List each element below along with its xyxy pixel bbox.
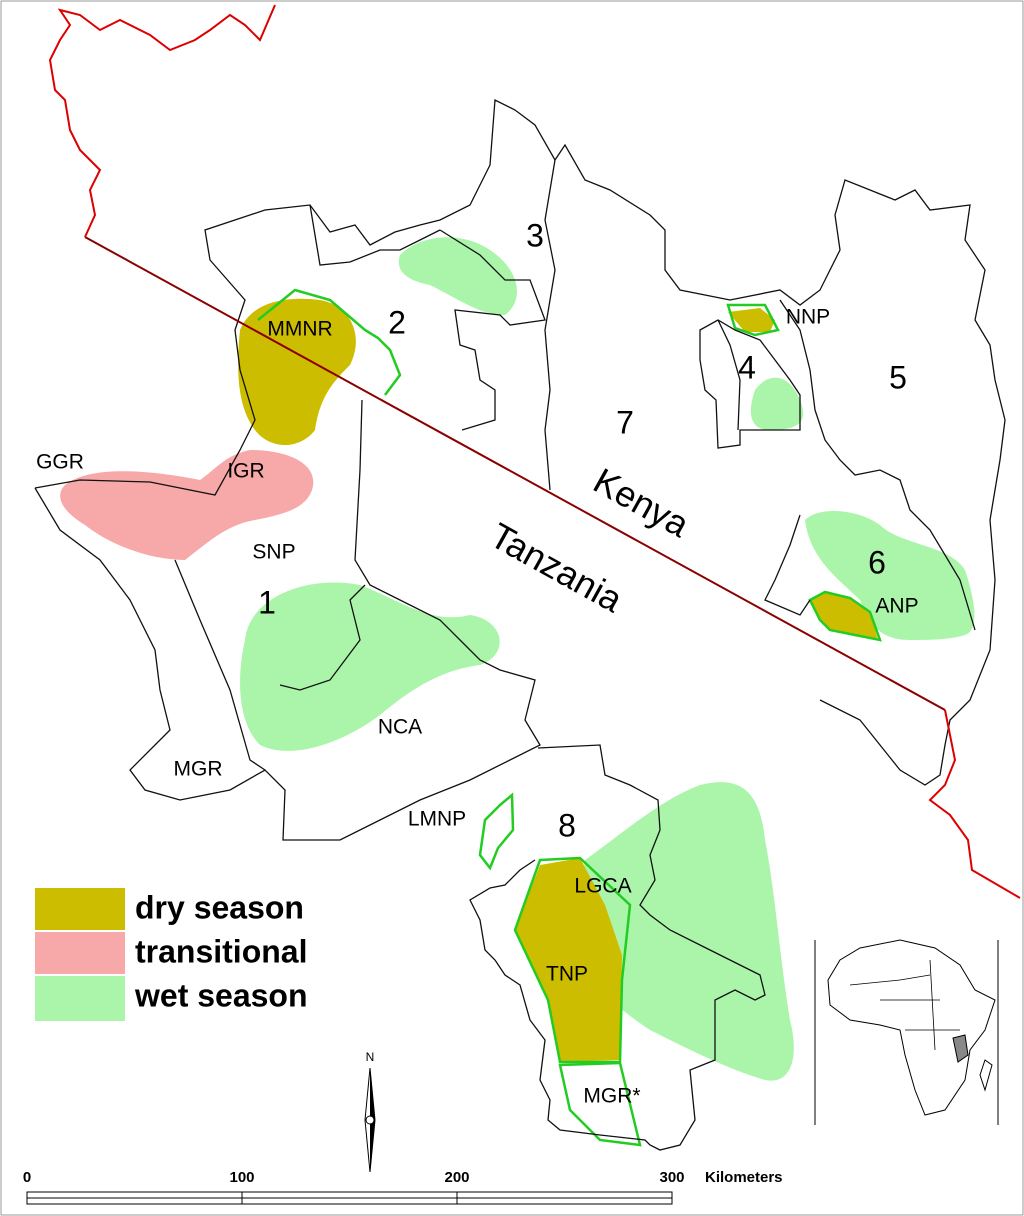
region-label: 5 — [889, 359, 907, 395]
area-label: LGCA — [574, 875, 631, 898]
north-arrow: N — [364, 1050, 376, 1173]
legend-swatch — [35, 932, 125, 974]
area-label: NNP — [786, 306, 830, 329]
scale-label: 200 — [444, 1169, 469, 1186]
legend-swatch — [35, 888, 125, 930]
area-label: IGR — [227, 460, 264, 483]
region-label: 6 — [868, 544, 886, 580]
kenya-tanzania-border — [84, 236, 946, 711]
region-label: 4 — [738, 349, 756, 385]
region-label: 1 — [258, 584, 276, 620]
north-label: N — [366, 1050, 375, 1064]
area-label: GGR — [36, 451, 84, 474]
park-outlines — [257, 288, 882, 1147]
scale-label: 300 — [659, 1169, 684, 1186]
area-label: SNP — [252, 541, 295, 564]
seasonal-areas — [60, 237, 975, 1081]
legend: dry season transitional wet season — [35, 888, 308, 1021]
region-label: 7 — [616, 404, 634, 440]
region-label: 8 — [558, 807, 576, 843]
region-label: 3 — [526, 217, 544, 253]
legend-label: transitional — [135, 933, 307, 969]
scale-bar: 0 100 200 300 Kilometers — [23, 1169, 783, 1205]
area-label: MGR* — [583, 1085, 640, 1108]
coast-border — [928, 709, 1021, 899]
africa-inset — [814, 939, 999, 1125]
area-label: ANP — [875, 595, 918, 618]
area-label: NCA — [378, 716, 422, 739]
region-label: 2 — [388, 304, 406, 340]
region-outlines — [34, 98, 1006, 1151]
scale-label: 0 — [23, 1169, 31, 1186]
area-label: LMNP — [408, 808, 466, 831]
scale-unit: Kilometers — [705, 1169, 783, 1186]
legend-swatch — [35, 976, 125, 1021]
area-label: MMNR — [267, 318, 332, 341]
area-label: TNP — [546, 963, 588, 986]
lake-victoria-border — [48, 4, 276, 238]
legend-label: wet season — [134, 977, 308, 1013]
legend-label: dry season — [135, 889, 304, 925]
scale-label: 100 — [229, 1169, 254, 1186]
area-label: MGR — [174, 758, 223, 781]
